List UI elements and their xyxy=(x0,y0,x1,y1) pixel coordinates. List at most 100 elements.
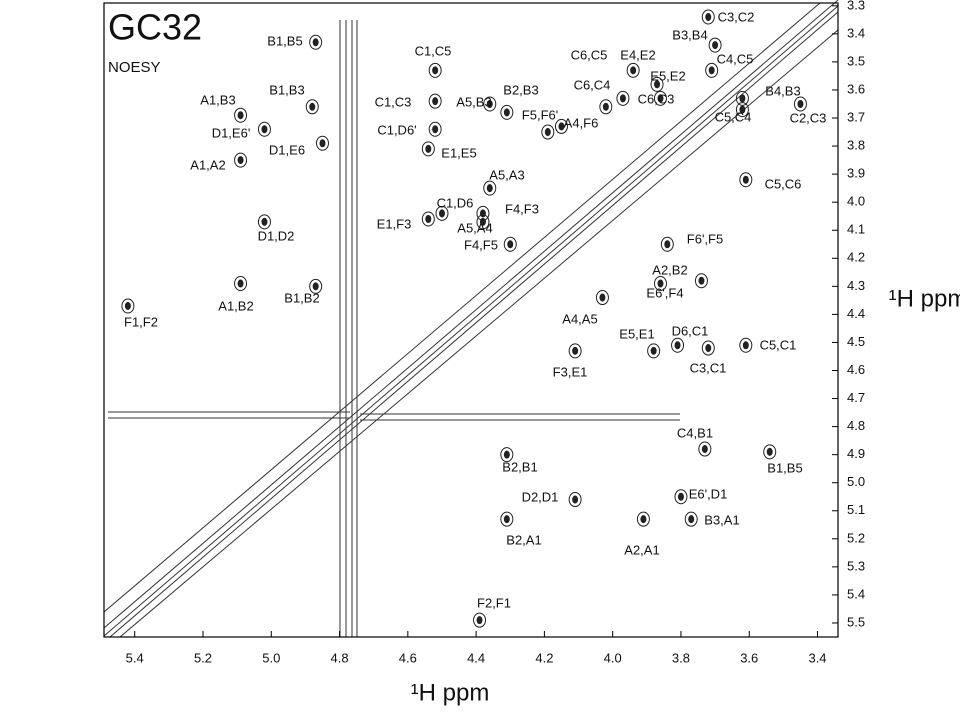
peak-label: C6,C5 xyxy=(571,47,608,62)
peak-label: A4,A5 xyxy=(562,311,597,326)
peak-core xyxy=(674,341,681,350)
peak-label: C4,B1 xyxy=(677,425,713,440)
peak-label: C3,C2 xyxy=(718,9,755,24)
peak-label: A2,B2 xyxy=(652,262,687,277)
peak xyxy=(500,511,514,527)
peak-core xyxy=(572,495,579,504)
peak-core xyxy=(742,175,749,184)
peak-core xyxy=(572,346,579,355)
peak xyxy=(234,107,248,123)
peak-label: C1,C3 xyxy=(375,94,412,109)
peak-core xyxy=(698,276,705,285)
y-tick-label: 5.2 xyxy=(847,530,865,545)
peak-core xyxy=(486,184,493,193)
y-tick-label: 3.6 xyxy=(847,81,865,96)
peak-label: C3,C1 xyxy=(690,360,727,375)
peak xyxy=(483,180,497,196)
peak xyxy=(763,444,777,460)
peak xyxy=(595,290,609,306)
peak-core xyxy=(705,344,712,353)
peak-label: C5,C4 xyxy=(715,109,752,124)
y-tick-label: 3.4 xyxy=(847,25,865,40)
peak-core xyxy=(312,282,319,291)
peak-label: D6,C1 xyxy=(672,323,709,338)
y-tick-label: 4.4 xyxy=(847,306,865,321)
peak-core xyxy=(425,215,432,224)
peak-label: B2,B1 xyxy=(502,459,537,474)
x-tick-label: 5.4 xyxy=(126,650,144,665)
peak-label: C1,C5 xyxy=(415,43,452,58)
peak xyxy=(694,273,708,289)
peak-core xyxy=(739,94,746,103)
x-tick-label: 5.0 xyxy=(262,650,280,665)
peak xyxy=(636,511,650,527)
peak xyxy=(121,298,135,314)
peak xyxy=(435,205,449,221)
peak-core xyxy=(599,293,606,302)
peak-core xyxy=(742,341,749,350)
peak-label: C5,C1 xyxy=(760,337,797,352)
peak-label: A4,F6 xyxy=(564,115,599,130)
peak xyxy=(793,96,807,112)
peak-label: F6',F5 xyxy=(687,231,723,246)
x-tick-label: 3.6 xyxy=(740,650,758,665)
peak-core xyxy=(261,125,268,134)
peak-label: F1,F2 xyxy=(124,314,158,329)
peak-label: E1,F3 xyxy=(377,216,412,231)
peak-label: C6,C4 xyxy=(574,77,611,92)
y-tick-label: 4.7 xyxy=(847,390,865,405)
peak xyxy=(309,278,323,294)
peak-label: F3,E1 xyxy=(553,364,588,379)
peak-label: E6',D1 xyxy=(689,486,728,501)
peak-core xyxy=(739,105,746,114)
peak xyxy=(428,121,442,137)
peak-label: B1,B2 xyxy=(284,290,319,305)
peak xyxy=(674,489,688,505)
peak-core xyxy=(797,99,804,108)
peak-core xyxy=(237,279,244,288)
plot-frame xyxy=(103,2,839,638)
peak-core xyxy=(766,447,773,456)
peak-label: F4,F5 xyxy=(464,237,498,252)
peak-core xyxy=(619,94,626,103)
x-tick-label: 5.2 xyxy=(194,650,212,665)
peak-core xyxy=(312,38,319,47)
peak xyxy=(701,340,715,356)
peak-label: E5,E1 xyxy=(619,326,654,341)
peak-core xyxy=(503,515,510,524)
chart-subtitle: NOESY xyxy=(108,59,161,76)
peak xyxy=(234,276,248,292)
peak xyxy=(568,343,582,359)
peak-core xyxy=(124,301,131,310)
peak-core xyxy=(650,346,657,355)
peak xyxy=(705,62,719,78)
peak xyxy=(428,62,442,78)
y-tick-label: 4.6 xyxy=(847,362,865,377)
y-tick-label: 3.3 xyxy=(847,0,865,12)
y-tick-label: 5.0 xyxy=(847,474,865,489)
peak xyxy=(234,152,248,168)
peak-core xyxy=(544,128,551,137)
y-axis-label: ¹H ppm xyxy=(889,285,960,312)
y-tick-label: 4.2 xyxy=(847,250,865,265)
peak-core xyxy=(309,102,316,111)
peak-label: C5,C6 xyxy=(765,176,802,191)
peak-core xyxy=(319,139,326,148)
peak xyxy=(315,135,329,151)
peak-core xyxy=(237,156,244,165)
peak xyxy=(701,9,715,25)
x-tick-label: 4.6 xyxy=(399,650,417,665)
peak xyxy=(421,211,435,227)
diagonal xyxy=(103,0,839,638)
peak xyxy=(428,93,442,109)
peak xyxy=(421,141,435,157)
x-axis-label: ¹H ppm xyxy=(411,679,490,706)
peak-label: C4,C5 xyxy=(717,51,754,66)
peak-label: E6',F4 xyxy=(646,285,683,300)
peak xyxy=(671,337,685,353)
peak-label: A1,B2 xyxy=(218,298,253,313)
peak xyxy=(568,492,582,508)
peak-label: E5,E2 xyxy=(650,68,685,83)
peak xyxy=(735,90,749,106)
peak-core xyxy=(712,41,719,50)
